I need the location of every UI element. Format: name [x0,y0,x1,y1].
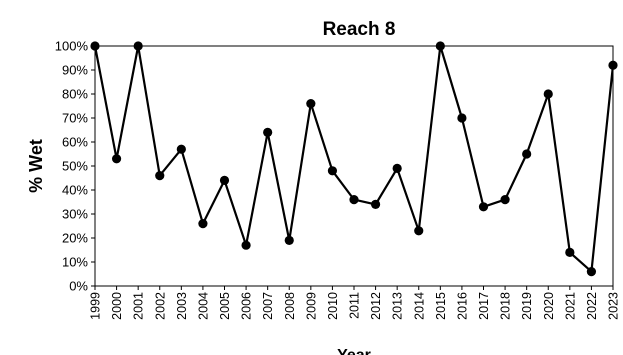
y-tick-label: 80% [62,87,88,102]
data-point [155,171,165,181]
x-tick-label: 2011 [348,292,362,319]
y-tick-label: 30% [62,207,88,222]
data-point [284,235,294,245]
data-point [90,41,100,51]
y-axis-ticks: 0% 10% 20% 30% 40% 50% 60% 70% 80% 90% 100% [55,39,95,294]
x-tick-label: 2008 [283,292,297,320]
x-axis-ticks: 1999 2000 2001 2002 2003 2004 2005 2006 2007 2008… [89,286,621,320]
x-tick-label: 2016 [455,292,469,320]
y-tick-label: 70% [62,111,88,126]
data-point [500,195,510,205]
data-point [263,127,273,137]
x-tick-label: 2023 [607,292,621,320]
x-tick-label: 2020 [542,292,556,320]
x-tick-label: 2018 [499,292,513,320]
data-point [392,163,402,173]
data-point [457,113,467,123]
x-tick-label: 1999 [89,292,103,320]
data-point [522,149,532,159]
data-point [435,41,445,51]
data-point [133,41,143,51]
x-tick-label: 2013 [391,292,405,320]
x-tick-label: 2006 [240,292,254,320]
x-tick-label: 2012 [369,292,383,320]
x-tick-label: 2010 [326,292,340,320]
x-tick-label: 2007 [261,292,275,320]
data-point [306,99,316,109]
y-tick-label: 20% [62,231,88,246]
data-point [241,240,251,250]
y-tick-label: 100% [55,39,89,54]
x-tick-label: 2021 [563,292,577,320]
y-axis-label: % Wet [26,139,46,193]
x-axis-label: Year [337,347,371,355]
data-point [586,267,597,277]
x-tick-label: 2014 [412,292,426,320]
data-point [414,226,424,236]
data-point [219,175,230,185]
data-point [176,144,186,154]
y-tick-label: 60% [62,135,88,150]
data-point [608,60,618,70]
series-layer [90,41,618,277]
y-tick-label: 50% [62,159,88,174]
x-tick-label: 2002 [153,292,167,320]
x-tick-label: 2009 [304,292,318,320]
y-tick-label: 0% [69,279,88,294]
x-tick-label: 2017 [477,292,491,320]
y-tick-label: 90% [62,63,88,78]
data-point [370,199,381,209]
x-tick-label: 2001 [132,292,146,320]
data-point [111,154,122,164]
data-point [478,202,489,212]
data-point [198,219,208,229]
data-point [543,89,553,99]
data-point [565,247,575,257]
data-point [349,195,359,205]
chart-title: Reach 8 [323,19,396,40]
x-tick-label: 2005 [218,292,232,320]
y-tick-label: 10% [62,255,88,270]
plot-area-border [94,45,614,287]
x-tick-label: 2000 [110,292,124,320]
x-tick-label: 2022 [585,292,599,320]
series-line [93,44,615,273]
x-tick-label: 2015 [434,292,448,320]
data-point [327,166,338,176]
x-tick-label: 2003 [175,292,189,320]
y-tick-label: 40% [62,183,88,198]
x-tick-label: 2004 [196,292,210,320]
x-tick-label: 2019 [520,292,534,320]
